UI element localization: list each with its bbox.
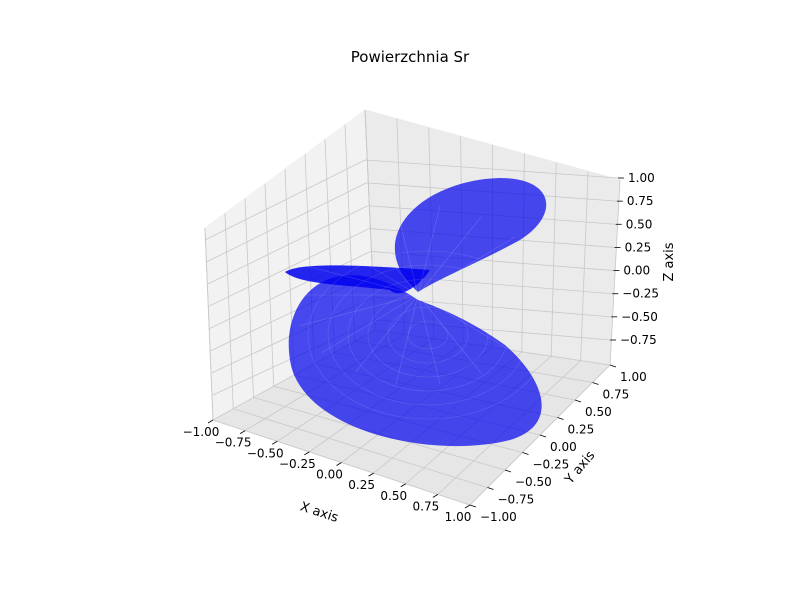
x-tick-label: −1.00 bbox=[183, 425, 220, 439]
surface-mesh-line bbox=[417, 263, 537, 296]
x-axis-label: X axis bbox=[298, 499, 340, 525]
surface-mesh-line bbox=[417, 206, 441, 296]
x-gridline-wall bbox=[550, 162, 557, 357]
x-tick bbox=[207, 419, 214, 424]
z-tick-label: 0.25 bbox=[625, 240, 652, 254]
surface-mesh-ring bbox=[367, 292, 489, 378]
z-tick-label: 1.00 bbox=[628, 171, 655, 185]
surface-mesh-line bbox=[354, 216, 419, 296]
surface-mesh-line bbox=[299, 294, 419, 327]
x-tick-label: 0.00 bbox=[316, 468, 343, 482]
chart-title: Powierzchnia Sr bbox=[350, 48, 470, 66]
surface-mesh-line bbox=[417, 236, 515, 296]
surface-mesh-line bbox=[417, 216, 482, 296]
y-gridline-wall bbox=[224, 213, 234, 409]
y-tick bbox=[557, 417, 564, 420]
surface-mesh-line bbox=[395, 206, 419, 296]
z-gridline-left bbox=[207, 205, 369, 285]
z-tick-label: 0.75 bbox=[627, 194, 654, 208]
z-gridline-left bbox=[204, 159, 366, 241]
z-tick-label: −0.25 bbox=[622, 287, 659, 301]
y-tick bbox=[469, 504, 477, 508]
surface-mesh-ring bbox=[307, 250, 549, 420]
z-gridline-left bbox=[208, 228, 370, 307]
surface bbox=[285, 178, 549, 447]
x-gridline-wall bbox=[609, 179, 621, 366]
surface-mesh-line bbox=[417, 294, 482, 374]
surface-mesh-ring bbox=[347, 278, 509, 392]
y-tick-label: 1.00 bbox=[620, 370, 647, 384]
surface-mesh-line bbox=[321, 294, 419, 354]
z-axis-label: Z axis bbox=[662, 242, 677, 281]
pane-edge bbox=[204, 227, 214, 421]
x-tick bbox=[432, 494, 439, 498]
y-tick bbox=[609, 364, 617, 368]
y-gridline-floor bbox=[233, 408, 488, 488]
y-gridline-wall bbox=[264, 183, 275, 387]
x-tick bbox=[368, 472, 374, 477]
y-tick-label: 0.25 bbox=[568, 423, 595, 437]
z-tick-label: 0.50 bbox=[626, 217, 653, 231]
surface-mesh-line bbox=[354, 294, 419, 374]
y-tick bbox=[504, 469, 512, 473]
surface-mesh-ring bbox=[327, 264, 529, 406]
y-tick-label: 0.50 bbox=[585, 405, 612, 419]
x-tick bbox=[304, 451, 310, 456]
surface-mesh-ring bbox=[387, 306, 469, 364]
y-tick-label: 0.75 bbox=[603, 388, 630, 402]
y-gridline-wall bbox=[244, 198, 254, 398]
x-tick-label: 0.25 bbox=[348, 478, 375, 492]
surface-mesh-line bbox=[417, 294, 515, 354]
x-tick-label: 0.50 bbox=[380, 489, 407, 503]
y-tick-label: −0.50 bbox=[515, 475, 552, 489]
y-tick-label: 0.00 bbox=[550, 440, 577, 454]
y-tick bbox=[592, 382, 599, 385]
y-tick bbox=[574, 399, 582, 403]
x-tick-label: −0.50 bbox=[247, 446, 284, 460]
axis-ticks: −1.00−0.75−0.50−0.250.000.250.500.751.00… bbox=[183, 171, 659, 524]
surface-mesh-ring bbox=[407, 320, 449, 350]
z-gridline-back bbox=[364, 159, 619, 179]
y-tick bbox=[539, 434, 547, 438]
surface-mesh-line bbox=[395, 294, 419, 384]
surface-mesh-line bbox=[321, 236, 419, 296]
y-tick-label: −1.00 bbox=[480, 510, 517, 524]
x-tick-label: 0.75 bbox=[413, 499, 440, 513]
z-tick-label: 0.00 bbox=[623, 264, 650, 278]
surface-lower-lobe bbox=[288, 275, 542, 447]
y-tick bbox=[487, 487, 494, 490]
surface-upper-lobe bbox=[394, 178, 547, 292]
y-tick-label: −0.25 bbox=[533, 458, 570, 472]
y-tick bbox=[522, 452, 529, 455]
surface-mesh-line bbox=[417, 294, 441, 384]
surface-mesh-line bbox=[417, 294, 537, 327]
x-tick-label: −0.25 bbox=[279, 457, 316, 471]
x-tick-label: 1.00 bbox=[445, 510, 472, 524]
z-gridline-left bbox=[205, 182, 367, 263]
x-tick bbox=[400, 483, 406, 488]
y-tick-label: −0.75 bbox=[498, 493, 535, 507]
x-tick bbox=[272, 440, 278, 445]
surface-mesh-line bbox=[299, 263, 419, 296]
z-gridline-left bbox=[209, 251, 371, 329]
x-tick bbox=[464, 504, 471, 509]
x-tick-label: −0.75 bbox=[215, 436, 252, 450]
x-gridline-wall bbox=[580, 171, 589, 361]
surface-fold bbox=[285, 265, 430, 294]
z-tick-label: −0.50 bbox=[621, 310, 658, 324]
x-tick bbox=[336, 462, 342, 466]
x-tick bbox=[239, 430, 246, 434]
z-tick-label: −0.75 bbox=[620, 333, 657, 347]
